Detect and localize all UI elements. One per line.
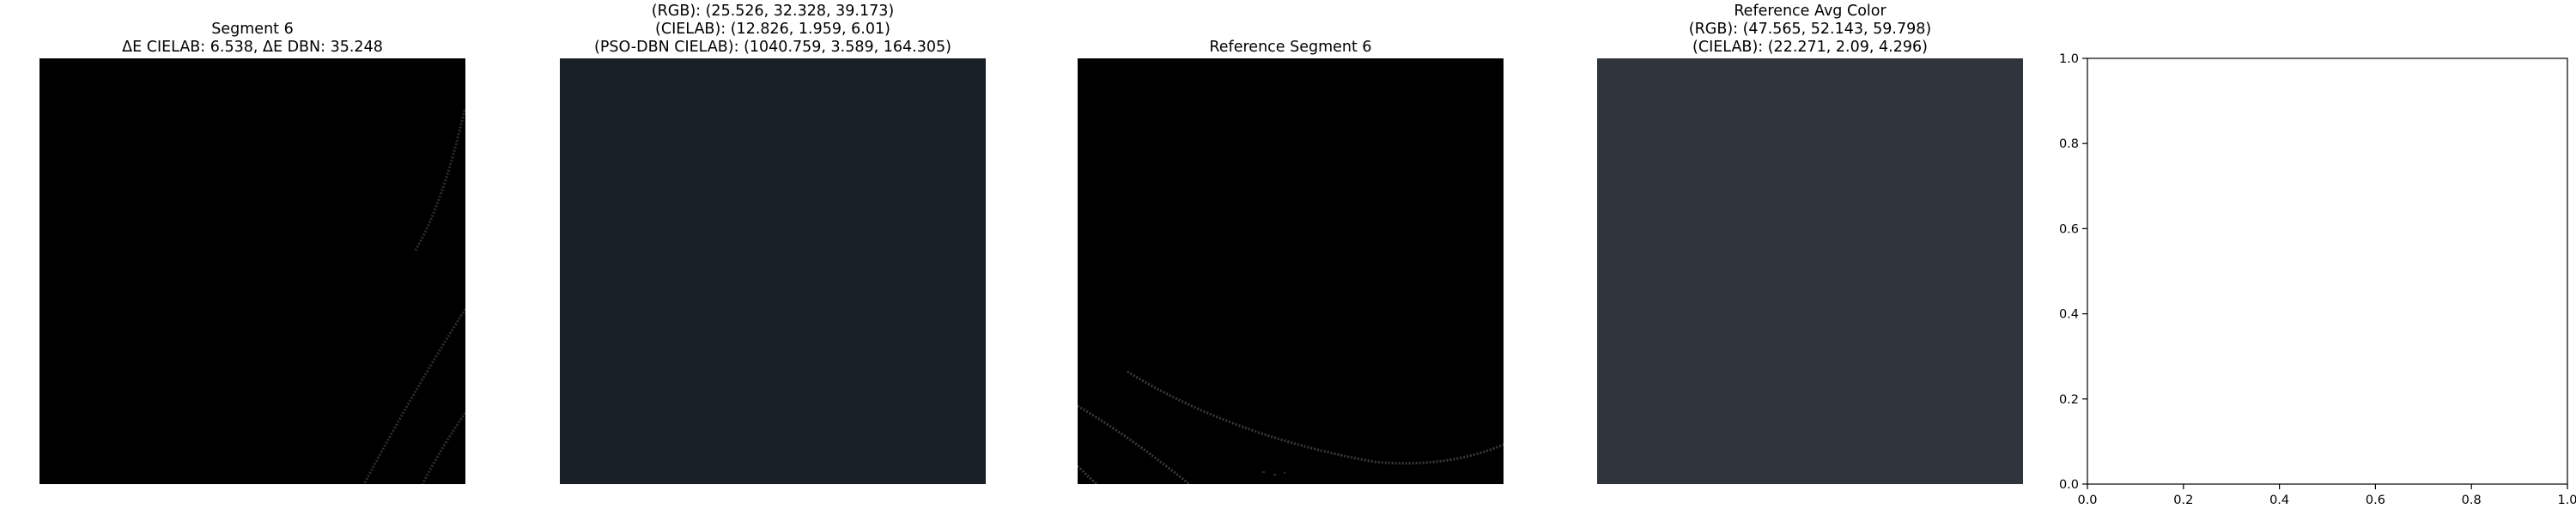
x-tick-label: 0.0 [2077,494,2097,507]
y-tick-label: 1.0 [2059,52,2079,66]
reference-segment-title-line: Reference Segment 6 [1209,39,1372,56]
avg-color-title: (RGB): (25.526, 32.328, 39.173) (CIELAB)… [560,3,986,57]
reference-segment-title: Reference Segment 6 [1078,39,1504,57]
reference-segment-image [1078,58,1504,484]
segment-delta-line: ΔE CIELAB: 6.538, ΔE DBN: 35.248 [122,39,383,56]
segment-title-line: Segment 6 [211,21,294,38]
reference-avg-title-line: Reference Avg Color [1734,3,1886,20]
avg-color-swatch [560,58,986,484]
avg-cielab-line: (CIELAB): (12.826, 1.959, 6.01) [655,21,890,38]
y-tick-label: 0.0 [2059,478,2079,492]
y-tick-label: 0.6 [2059,222,2079,236]
avg-pso-dbn-line: (PSO-DBN CIELAB): (1040.759, 3.589, 164.… [594,39,951,56]
x-tick-label: 0.8 [2462,494,2482,507]
segment-title: Segment 6 ΔE CIELAB: 6.538, ΔE DBN: 35.2… [39,21,465,57]
empty-axes-chart: 0.0 0.2 0.4 0.6 0.8 1.0 0.0 0.2 0.4 0.6 0.8 1.0 [2059,52,2576,507]
empty-axes-panel: 0.0 0.2 0.4 0.6 0.8 1.0 0.0 0.2 0.4 0.6 0.8 1.0 [2044,0,2576,515]
avg-color-panel: (RGB): (25.526, 32.328, 39.173) (CIELAB)… [515,0,1030,515]
avg-rgb-line: (RGB): (25.526, 32.328, 39.173) [651,3,895,20]
segment-panel: Segment 6 ΔE CIELAB: 6.538, ΔE DBN: 35.2… [0,0,507,515]
y-tick-label: 0.4 [2059,308,2079,322]
x-tick-label: 0.6 [2366,494,2385,507]
reference-avg-color-panel: Reference Avg Color (RGB): (47.565, 52.1… [1554,0,2069,515]
axes-frame [2087,58,2568,485]
y-tick-label: 0.8 [2059,137,2079,151]
reference-segment-panel: Reference Segment 6 [1039,0,1546,515]
reference-avg-color-title: Reference Avg Color (RGB): (47.565, 52.1… [1597,3,2023,57]
x-tick-label: 1.0 [2557,494,2576,507]
segment-image [39,58,465,484]
reference-avg-color-swatch [1597,58,2023,484]
x-tick-label: 0.4 [2269,494,2289,507]
x-tick-label: 0.2 [2173,494,2193,507]
reference-avg-rgb-line: (RGB): (47.565, 52.143, 59.798) [1688,21,1932,38]
y-tick-label: 0.2 [2059,393,2079,407]
reference-avg-cielab-line: (CIELAB): (22.271, 2.09, 4.296) [1692,39,1928,56]
